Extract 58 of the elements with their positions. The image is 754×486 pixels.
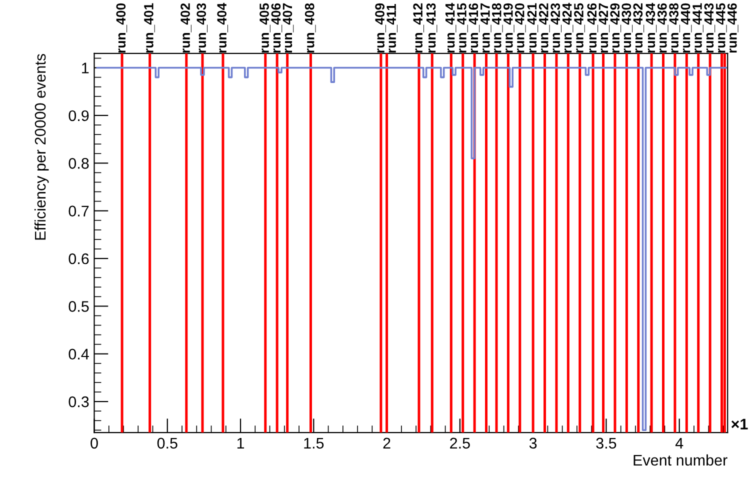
y-axis-title: Efficiency per 20000 events: [34, 54, 49, 240]
y-tick-label: 0.3: [68, 396, 89, 408]
ref-line-label: run_407: [282, 3, 294, 53]
text: ×1: [731, 418, 748, 430]
y-tick-label: 1: [82, 62, 89, 74]
ref-line-label: run_432: [633, 3, 644, 53]
ref-line-label: run_401: [144, 3, 155, 53]
ref-line-label: run_416: [468, 3, 480, 53]
ref-line-label: run_420: [514, 3, 526, 53]
ref-line-label: run_441: [692, 3, 704, 53]
ref-line-label: run_415: [457, 3, 468, 53]
ref-line-label: run_426: [587, 3, 598, 53]
ref-line-label: run_438: [669, 3, 680, 53]
y-tick-label: 0.7: [68, 206, 89, 216]
x-tick-label: 0.5: [157, 438, 178, 449]
ref-line-label: run_429: [610, 3, 622, 53]
ref-line-label: run_408: [304, 3, 316, 53]
ref-line-label: run_411: [386, 4, 398, 53]
x-tick-label: 3: [529, 438, 537, 449]
x-tick-label: 2: [383, 438, 390, 448]
ref-line-label: run_446: [727, 3, 738, 53]
ref-line-label: run_425: [574, 3, 585, 53]
ref-line-label: run_418: [492, 3, 503, 53]
x-axis-title: Event number: [634, 454, 728, 466]
ref-line-label: run_419: [503, 3, 514, 53]
ref-line-label: run_422: [538, 3, 550, 53]
ref-line-label: run_406: [271, 3, 282, 53]
ref-line-label: run_436: [657, 3, 668, 53]
x-tick-label: 0: [90, 438, 98, 449]
y-tick-label: 0.6: [68, 253, 89, 264]
x-tick-label: 2.5: [450, 438, 470, 449]
y-tick-label: 0.9: [68, 110, 89, 122]
x-tick-label: 3.5: [596, 438, 616, 449]
ref-line-label: run_414: [445, 2, 456, 53]
ref-line-label: run_404: [217, 2, 228, 53]
x-tick-label: 1: [237, 438, 244, 448]
ref-line-label: run_443: [704, 3, 716, 53]
ref-line-label: run_421: [527, 3, 538, 53]
ref-line-label: run_423: [550, 3, 562, 53]
ref-line-label: run_412: [413, 3, 424, 53]
ref-line-label: run_405: [260, 3, 270, 53]
ref-line-label: run_445: [716, 3, 727, 53]
ref-line-label: run_413: [426, 3, 438, 53]
x-tick-label: 4: [675, 438, 684, 448]
ref-line-label: run_417: [480, 3, 492, 53]
y-tick-label: 0.4: [68, 348, 89, 360]
y-tick-label: 0.8: [68, 158, 89, 169]
ref-line-label: run_440: [680, 3, 692, 53]
ref-line-label: run_400: [116, 3, 128, 53]
ref-line-label: run_430: [622, 3, 633, 53]
y-tick-label: 0.5: [68, 301, 89, 312]
ref-line-label: run_409: [375, 3, 386, 53]
ref-line-label: run_424: [562, 2, 574, 53]
ref-line-label: run_434: [646, 2, 657, 53]
ref-line-label: run_402: [180, 3, 192, 53]
ref-line-label: run_403: [196, 3, 208, 53]
ref-line-label: run_427: [598, 3, 610, 53]
x-tick-label: 1.5: [304, 438, 324, 449]
